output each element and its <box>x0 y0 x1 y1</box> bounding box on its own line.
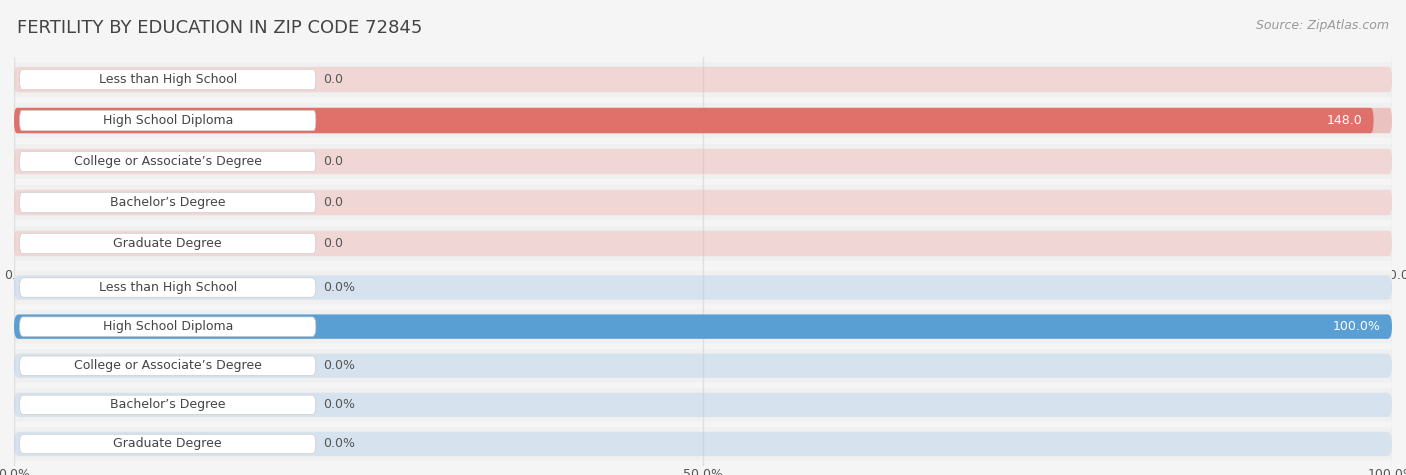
FancyBboxPatch shape <box>20 395 316 415</box>
FancyBboxPatch shape <box>11 185 1395 220</box>
Text: 0.0: 0.0 <box>323 237 343 250</box>
FancyBboxPatch shape <box>14 108 1392 133</box>
FancyBboxPatch shape <box>14 108 1374 133</box>
FancyBboxPatch shape <box>14 314 1392 339</box>
Text: 0.0: 0.0 <box>323 73 343 86</box>
FancyBboxPatch shape <box>14 353 1392 378</box>
Text: High School Diploma: High School Diploma <box>103 320 233 333</box>
FancyBboxPatch shape <box>14 231 1392 256</box>
Text: Graduate Degree: Graduate Degree <box>114 237 222 250</box>
FancyBboxPatch shape <box>20 233 316 254</box>
FancyBboxPatch shape <box>20 317 316 336</box>
FancyBboxPatch shape <box>20 278 316 297</box>
FancyBboxPatch shape <box>11 226 1395 261</box>
FancyBboxPatch shape <box>11 144 1395 179</box>
Text: FERTILITY BY EDUCATION IN ZIP CODE 72845: FERTILITY BY EDUCATION IN ZIP CODE 72845 <box>17 19 422 37</box>
Text: 0.0%: 0.0% <box>323 399 354 411</box>
FancyBboxPatch shape <box>11 310 1395 343</box>
FancyBboxPatch shape <box>11 271 1395 304</box>
Text: 100.0%: 100.0% <box>1333 320 1381 333</box>
FancyBboxPatch shape <box>14 432 1392 456</box>
FancyBboxPatch shape <box>14 67 1392 92</box>
Text: Graduate Degree: Graduate Degree <box>114 437 222 450</box>
FancyBboxPatch shape <box>14 149 1392 174</box>
FancyBboxPatch shape <box>20 69 316 90</box>
FancyBboxPatch shape <box>20 110 316 131</box>
FancyBboxPatch shape <box>11 349 1395 382</box>
Text: Source: ZipAtlas.com: Source: ZipAtlas.com <box>1256 19 1389 32</box>
FancyBboxPatch shape <box>14 190 1392 215</box>
FancyBboxPatch shape <box>11 428 1395 461</box>
Text: 0.0: 0.0 <box>323 196 343 209</box>
Text: 0.0%: 0.0% <box>323 359 354 372</box>
Text: Less than High School: Less than High School <box>98 281 236 294</box>
FancyBboxPatch shape <box>11 103 1395 138</box>
FancyBboxPatch shape <box>11 62 1395 97</box>
Text: Bachelor’s Degree: Bachelor’s Degree <box>110 196 225 209</box>
Text: 0.0%: 0.0% <box>323 437 354 450</box>
Text: 0.0: 0.0 <box>323 155 343 168</box>
FancyBboxPatch shape <box>14 276 1392 300</box>
FancyBboxPatch shape <box>20 192 316 213</box>
Text: College or Associate’s Degree: College or Associate’s Degree <box>73 155 262 168</box>
Text: Bachelor’s Degree: Bachelor’s Degree <box>110 399 225 411</box>
FancyBboxPatch shape <box>20 356 316 375</box>
Text: 0.0%: 0.0% <box>323 281 354 294</box>
FancyBboxPatch shape <box>20 152 316 171</box>
Text: Less than High School: Less than High School <box>98 73 236 86</box>
FancyBboxPatch shape <box>14 393 1392 417</box>
Text: College or Associate’s Degree: College or Associate’s Degree <box>73 359 262 372</box>
Text: 148.0: 148.0 <box>1327 114 1362 127</box>
FancyBboxPatch shape <box>20 434 316 454</box>
FancyBboxPatch shape <box>14 314 1392 339</box>
Text: High School Diploma: High School Diploma <box>103 114 233 127</box>
FancyBboxPatch shape <box>11 388 1395 421</box>
